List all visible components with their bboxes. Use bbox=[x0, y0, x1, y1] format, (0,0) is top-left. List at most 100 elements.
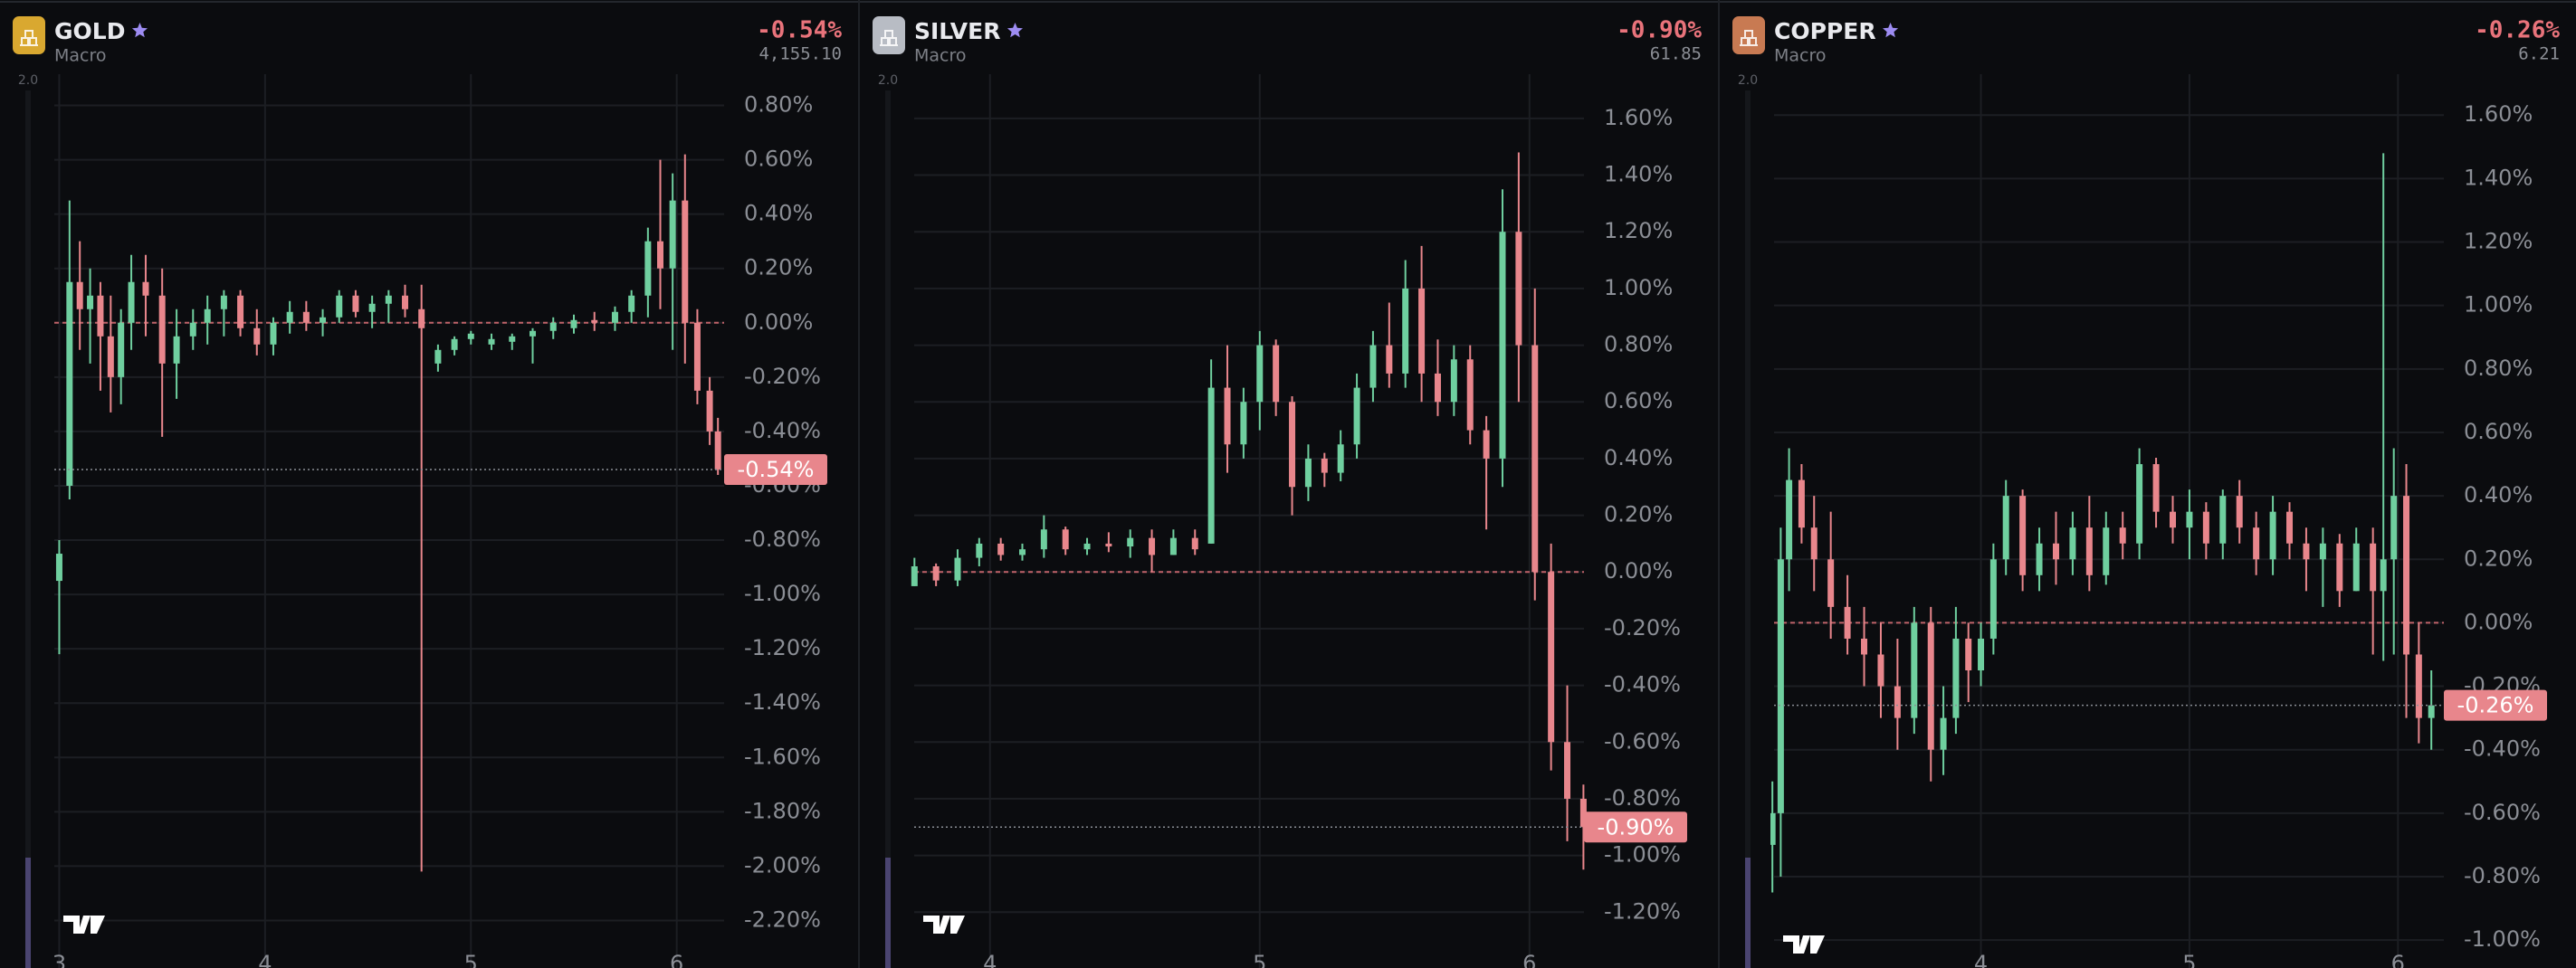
candle-body bbox=[270, 322, 277, 345]
candle-body bbox=[1083, 543, 1091, 550]
y-tick-label: -0.60% bbox=[1604, 728, 1681, 754]
candle-body bbox=[2202, 511, 2209, 544]
side-label: 2.0 bbox=[1738, 73, 1758, 88]
last-value-box bbox=[724, 453, 827, 485]
candle-body bbox=[1224, 387, 1231, 445]
asset-name[interactable]: COPPER bbox=[1774, 18, 1876, 44]
candle-body bbox=[320, 317, 327, 323]
candle-body bbox=[644, 241, 652, 296]
candle-body bbox=[549, 322, 557, 331]
candle-body bbox=[66, 281, 73, 486]
side-strip bbox=[1745, 90, 1751, 968]
candle-body bbox=[2303, 543, 2310, 560]
asset-name[interactable]: SILVER bbox=[914, 18, 1000, 44]
candles bbox=[911, 152, 1587, 870]
y-tick-label: 1.20% bbox=[2464, 229, 2533, 254]
last-value-box bbox=[1584, 811, 1687, 843]
candle-body bbox=[1402, 288, 1409, 374]
y-tick-label: -0.40% bbox=[2464, 736, 2541, 762]
candle-body bbox=[1978, 638, 1985, 671]
candle-body bbox=[2269, 511, 2276, 560]
candle-body bbox=[1965, 638, 1972, 671]
last-value-label: -0.90% bbox=[1598, 814, 1674, 840]
y-tick-label: 0.60% bbox=[1604, 388, 1673, 413]
candle-body bbox=[1062, 529, 1069, 550]
candle-body bbox=[451, 338, 458, 350]
x-tick-label: 4 bbox=[983, 951, 997, 968]
y-tick-label: 0.00% bbox=[1604, 558, 1673, 584]
y-tick-label: -1.20% bbox=[1604, 898, 1681, 924]
candle-body bbox=[2085, 527, 2093, 575]
side-label: 2.0 bbox=[18, 73, 38, 88]
asset-category: Macro bbox=[1774, 46, 1827, 66]
y-tick-label: -1.40% bbox=[744, 689, 821, 715]
candle-body bbox=[2069, 527, 2076, 560]
candle-body bbox=[2253, 527, 2260, 560]
asset-name[interactable]: GOLD bbox=[54, 18, 125, 44]
candle-body bbox=[402, 295, 409, 309]
y-tick-label: 0.80% bbox=[1604, 332, 1673, 357]
candle-body bbox=[128, 281, 135, 323]
y-tick-label: 0.40% bbox=[744, 201, 813, 226]
y-tick-label: 1.60% bbox=[1604, 105, 1673, 130]
candle-body bbox=[1353, 387, 1360, 445]
candle-body bbox=[1337, 444, 1344, 473]
last-value-box bbox=[2444, 689, 2547, 721]
favorite-star[interactable] bbox=[1007, 23, 1023, 38]
candles bbox=[1770, 153, 2435, 893]
candle-body bbox=[173, 336, 180, 364]
asset-price: 61.85 bbox=[1650, 44, 1702, 64]
candle-body bbox=[997, 543, 1005, 555]
y-tick-label: 0.00% bbox=[744, 309, 813, 335]
candle-body bbox=[1579, 798, 1587, 828]
y-tick-label: 0.80% bbox=[744, 92, 813, 118]
y-tick-label: 0.20% bbox=[744, 255, 813, 280]
y-tick-label: -1.00% bbox=[1604, 842, 1681, 868]
candle-body bbox=[1989, 559, 1997, 639]
favorite-star[interactable] bbox=[131, 23, 148, 38]
candle-body bbox=[1466, 359, 1474, 431]
logo[interactable] bbox=[63, 916, 105, 934]
candle-body bbox=[611, 311, 618, 323]
y-tick-label: -2.20% bbox=[744, 906, 821, 932]
logo[interactable] bbox=[1783, 935, 1825, 954]
candle-body bbox=[368, 303, 376, 312]
favorite-star[interactable] bbox=[1883, 23, 1899, 38]
asset-category: Macro bbox=[54, 46, 107, 66]
candle-body bbox=[1304, 458, 1312, 488]
candle-body bbox=[2319, 543, 2326, 560]
candle-body bbox=[1911, 622, 1918, 718]
y-tick-label: 0.20% bbox=[1604, 502, 1673, 527]
candle-body bbox=[1515, 232, 1522, 346]
candle-body bbox=[87, 295, 94, 309]
candle-body bbox=[954, 557, 961, 581]
candle-body bbox=[1289, 402, 1296, 488]
candle-body bbox=[1786, 479, 1793, 560]
candle-body bbox=[2403, 496, 2410, 655]
candle-body bbox=[2186, 511, 2193, 528]
candle-body bbox=[1483, 430, 1490, 459]
candle-body bbox=[1127, 537, 1134, 547]
y-tick-label: -1.80% bbox=[744, 798, 821, 823]
y-tick-label: -1.20% bbox=[744, 635, 821, 660]
candle-body bbox=[1386, 345, 1393, 374]
x-tick-label: 5 bbox=[2182, 951, 2196, 968]
chart-panel: 2.0GOLDMacro-0.54%4,155.100.80%0.60%0.40… bbox=[13, 16, 842, 968]
candle-body bbox=[336, 295, 343, 318]
candle-body bbox=[97, 295, 104, 337]
logo[interactable] bbox=[923, 916, 965, 934]
candle-body bbox=[286, 311, 293, 323]
candle-body bbox=[237, 295, 244, 328]
candle-body bbox=[204, 308, 211, 323]
candle-body bbox=[2390, 496, 2398, 560]
candle-body bbox=[1169, 537, 1177, 555]
candle-body bbox=[1321, 458, 1328, 473]
candle-body bbox=[1450, 359, 1457, 403]
candle-body bbox=[434, 349, 442, 364]
candle-body bbox=[2236, 496, 2243, 528]
y-tick-label: 1.20% bbox=[1604, 218, 1673, 243]
candle-body bbox=[2336, 543, 2343, 592]
candle-body bbox=[2219, 496, 2227, 544]
